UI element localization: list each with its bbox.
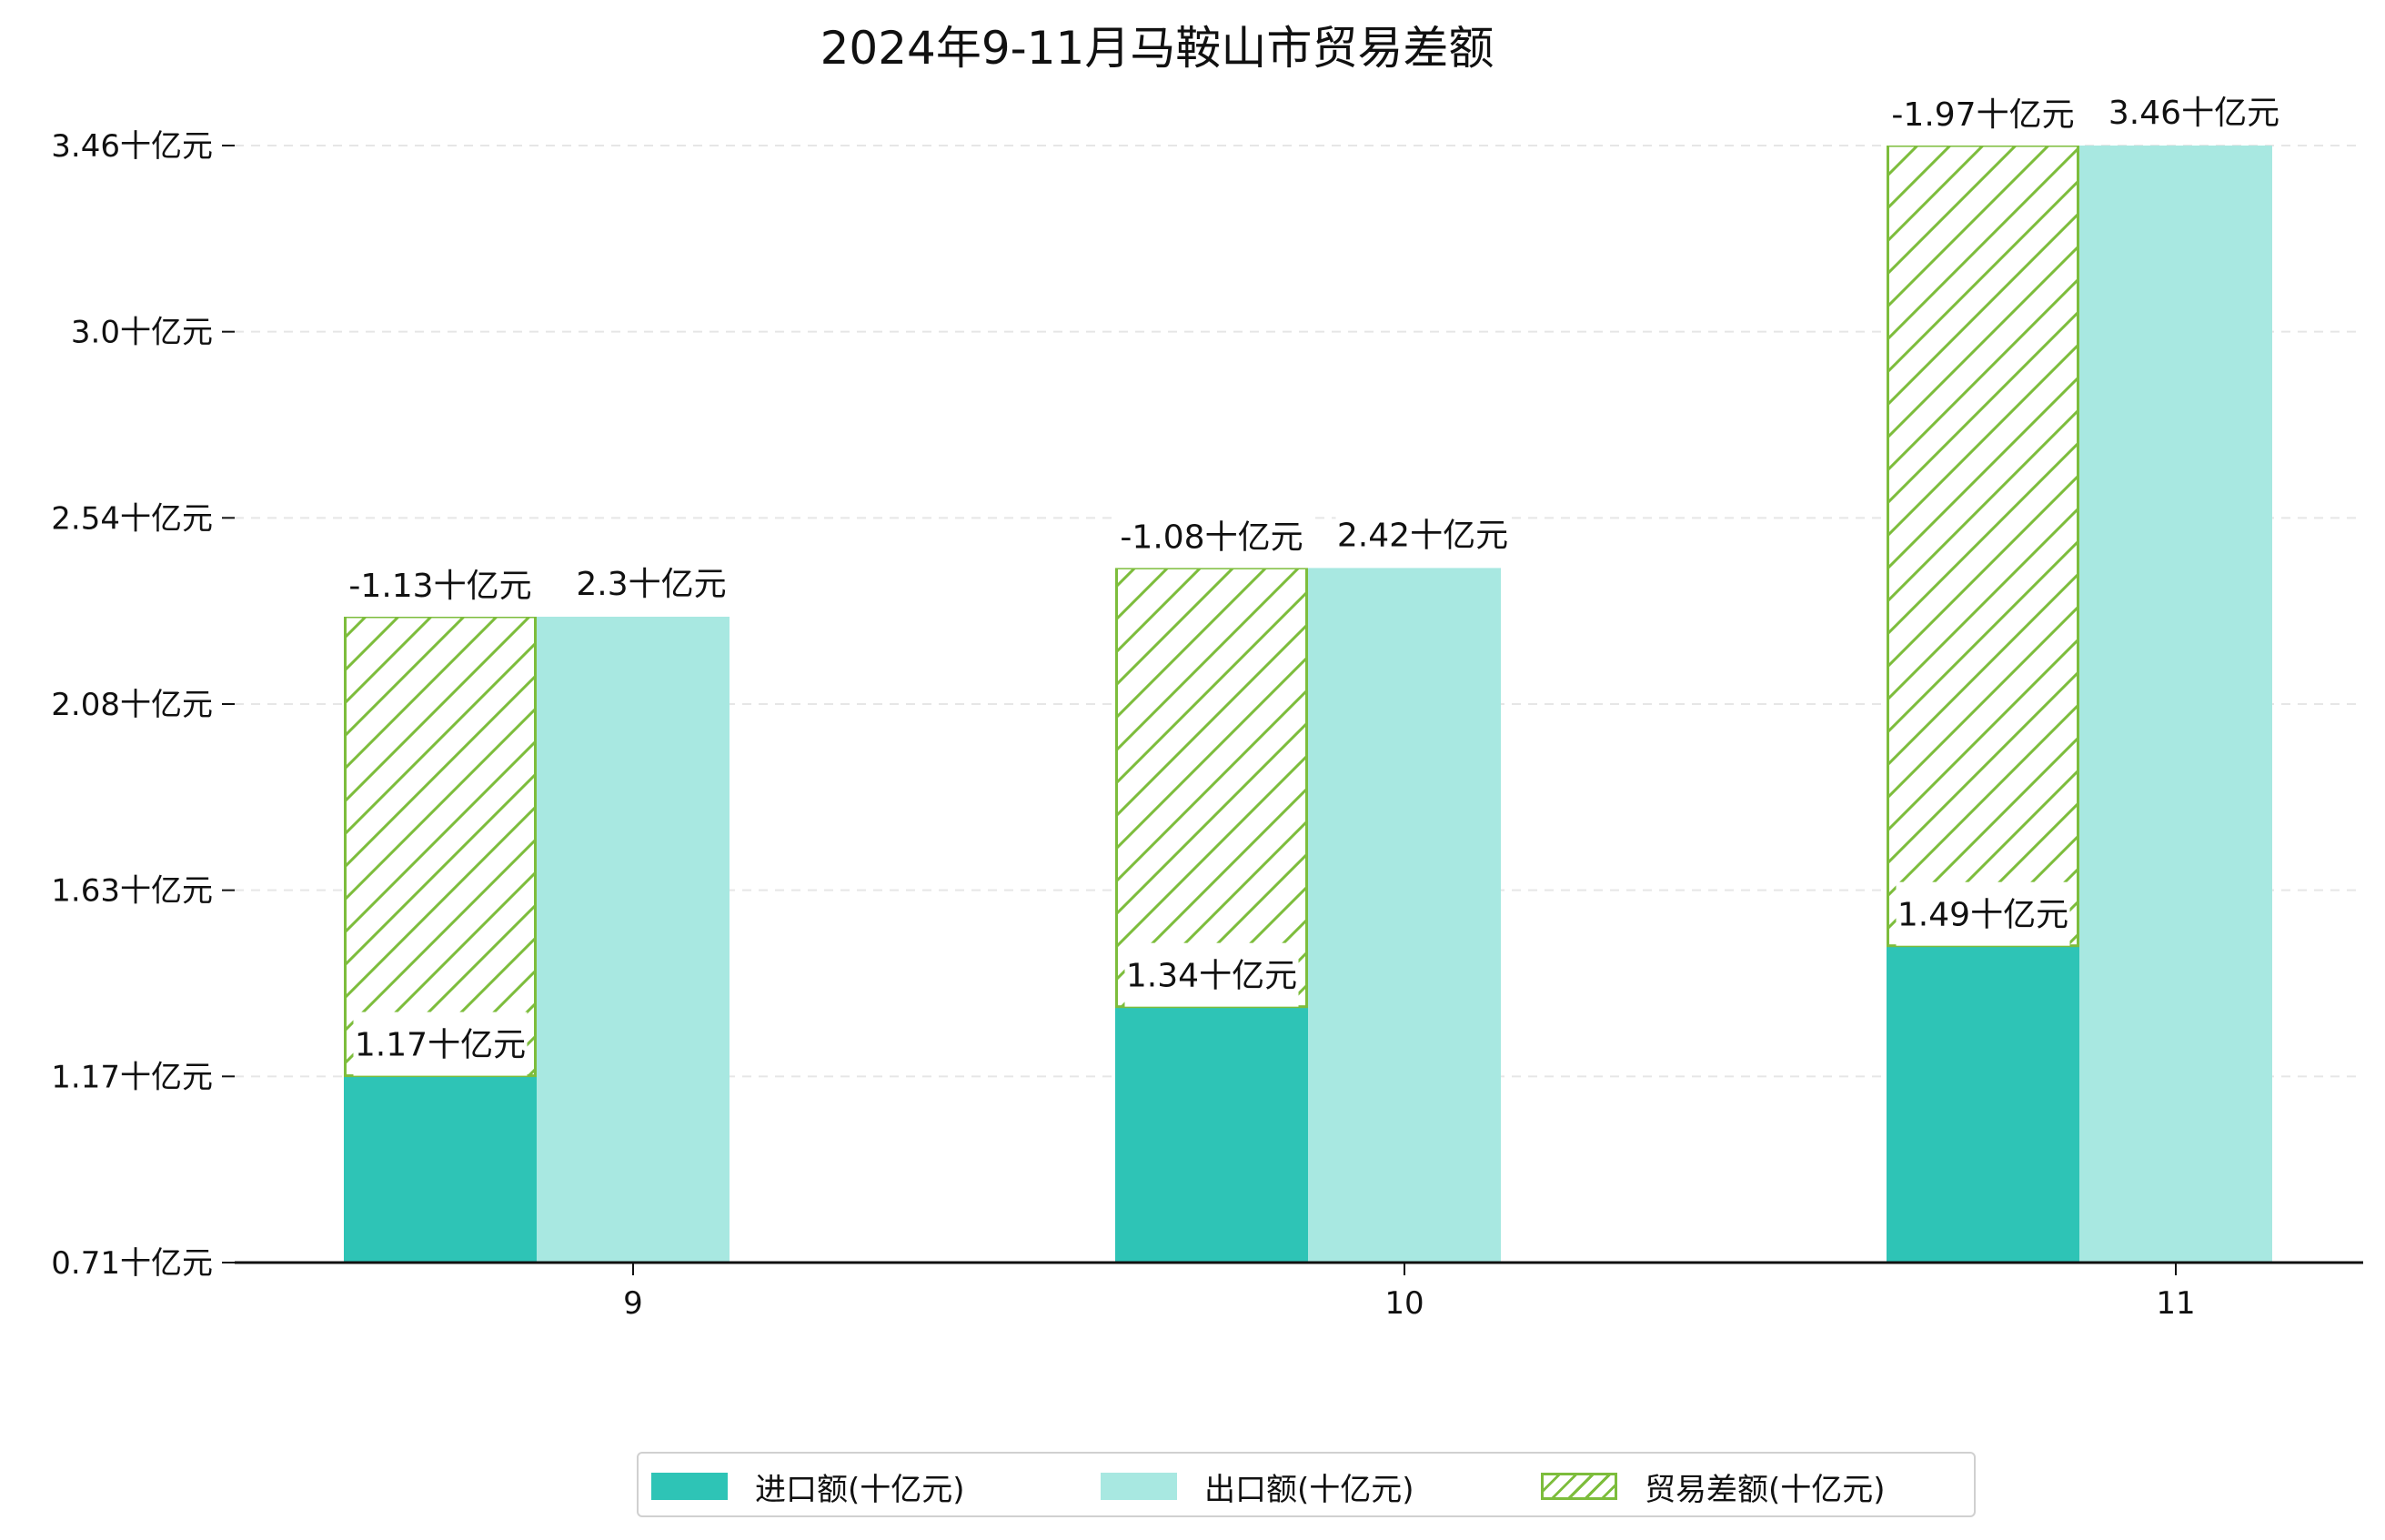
y-tick-label: 3.0十亿元 xyxy=(71,315,213,351)
data-label-export: 3.46十亿元 xyxy=(2108,95,2279,132)
data-label-export: 2.3十亿元 xyxy=(576,566,726,603)
legend-swatch-import xyxy=(651,1473,728,1500)
data-label-export-bg xyxy=(575,550,728,615)
bar-export xyxy=(1308,568,1501,1263)
legend-label-import: 进口额(十亿元) xyxy=(755,1471,965,1508)
data-label-trade-balance: -1.97十亿元 xyxy=(1891,96,2074,134)
chart-legend: 进口额(十亿元) 出口额(十亿元) 贸易差额(十亿元) xyxy=(637,1452,1976,1517)
bar-trade-balance xyxy=(1887,144,2079,948)
y-tick-label: 3.46十亿元 xyxy=(51,128,213,165)
bar-export xyxy=(537,616,730,1263)
data-label-export: 2.42十亿元 xyxy=(1337,517,1508,554)
data-label-import-bg xyxy=(1124,942,1299,1007)
legend-item-import: 进口额(十亿元) xyxy=(651,1454,965,1519)
data-label-trade-balance-bg xyxy=(1886,82,2080,146)
y-tick-label: 1.63十亿元 xyxy=(51,873,213,910)
y-tick-label: 1.17十亿元 xyxy=(51,1059,213,1095)
data-label-import: 1.17十亿元 xyxy=(355,1027,526,1064)
data-label-export-bg xyxy=(1335,502,1510,567)
bar-export xyxy=(2079,146,2272,1263)
data-label-import: 1.49十亿元 xyxy=(1897,897,2068,934)
y-tick-label: 2.54十亿元 xyxy=(51,500,213,537)
data-label-trade-balance: -1.13十亿元 xyxy=(348,568,531,605)
x-tick-label: 9 xyxy=(623,1285,643,1322)
legend-label-balance: 贸易差额(十亿元) xyxy=(1645,1471,1886,1508)
y-tick-label: 2.08十亿元 xyxy=(51,687,213,723)
bar-trade-balance xyxy=(344,615,537,1078)
x-tick-label: 11 xyxy=(2156,1285,2195,1322)
data-labels: 1.17十亿元 2.3十亿元 -1.13十亿元 1.34十亿元 2.42十亿元 -1.08… xyxy=(343,80,2281,1076)
legend-swatch-balance xyxy=(1541,1473,1617,1500)
data-label-export-bg xyxy=(2107,80,2281,144)
data-label-trade-balance: -1.08十亿元 xyxy=(1120,518,1303,556)
chart-title: 2024年9-11月马鞍山市贸易差额 xyxy=(820,22,1494,75)
axes: 0.71十亿元 1.17十亿元 1.63十亿元 2.08十亿元 2.54十亿元 3.0十亿… xyxy=(51,128,2363,1322)
legend-label-export: 出口额(十亿元) xyxy=(1204,1471,1414,1508)
data-label-import-bg xyxy=(1896,881,2070,946)
bar-trade-balance xyxy=(1115,566,1308,1009)
data-label-import-bg xyxy=(353,1012,528,1076)
bars xyxy=(344,144,2272,1263)
y-tick-label: 0.71十亿元 xyxy=(51,1245,213,1282)
bar-import xyxy=(344,1075,537,1263)
x-tick-label: 10 xyxy=(1384,1285,1424,1322)
data-label-import: 1.34十亿元 xyxy=(1126,958,1297,995)
data-label-trade-balance-bg xyxy=(1114,504,1309,569)
data-label-trade-balance-bg xyxy=(343,552,538,617)
bar-import xyxy=(1115,1006,1308,1263)
bar-import xyxy=(1887,945,2079,1263)
legend-item-export: 出口额(十亿元) xyxy=(1101,1454,1414,1519)
legend-item-balance: 贸易差额(十亿元) xyxy=(1541,1454,1886,1519)
legend-swatch-export xyxy=(1101,1473,1177,1500)
